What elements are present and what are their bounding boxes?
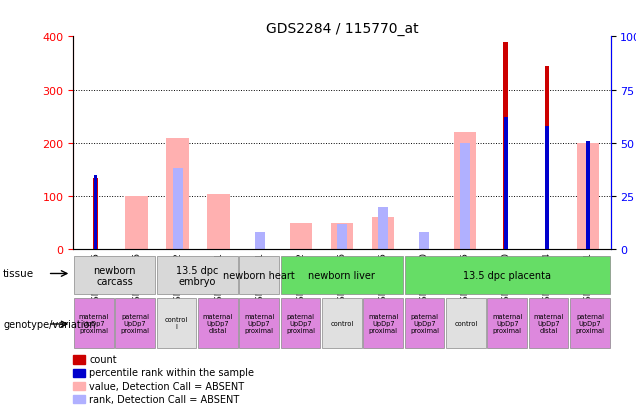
Bar bbox=[239, 257, 279, 294]
Text: paternal
UpDp7
proximal: paternal UpDp7 proximal bbox=[410, 313, 439, 333]
Text: genotype/variation: genotype/variation bbox=[3, 319, 96, 329]
Bar bbox=[404, 298, 445, 348]
Text: newborn
carcass: newborn carcass bbox=[93, 265, 135, 287]
Bar bbox=[254, 233, 265, 250]
Text: maternal
UpDp7
distal: maternal UpDp7 distal bbox=[534, 313, 563, 333]
Bar bbox=[331, 223, 353, 250]
Bar bbox=[73, 356, 85, 364]
Bar bbox=[544, 66, 550, 250]
Text: newborn heart: newborn heart bbox=[223, 271, 295, 281]
Bar bbox=[453, 133, 476, 250]
Text: paternal
UpDp7
proximal: paternal UpDp7 proximal bbox=[286, 313, 315, 333]
Bar bbox=[74, 257, 155, 294]
Bar bbox=[504, 118, 508, 250]
Bar bbox=[504, 43, 508, 250]
Bar bbox=[125, 197, 148, 250]
Text: count: count bbox=[89, 354, 116, 364]
Bar bbox=[487, 298, 527, 348]
Bar bbox=[371, 218, 394, 250]
Text: maternal
UpDp7
proximal: maternal UpDp7 proximal bbox=[492, 313, 522, 333]
Bar bbox=[577, 144, 599, 250]
Bar bbox=[207, 194, 230, 250]
Text: value, Detection Call = ABSENT: value, Detection Call = ABSENT bbox=[89, 381, 244, 391]
Bar bbox=[446, 298, 486, 348]
Bar bbox=[156, 298, 197, 348]
Text: rank, Detection Call = ABSENT: rank, Detection Call = ABSENT bbox=[89, 394, 239, 404]
Bar bbox=[336, 224, 347, 250]
Text: maternal
UpDp7
proximal: maternal UpDp7 proximal bbox=[79, 313, 109, 333]
Bar bbox=[570, 298, 610, 348]
Text: maternal
UpDp7
proximal: maternal UpDp7 proximal bbox=[244, 313, 274, 333]
Text: newborn liver: newborn liver bbox=[308, 271, 375, 281]
Bar bbox=[545, 126, 549, 250]
Text: paternal
UpDp7
proximal: paternal UpDp7 proximal bbox=[576, 313, 604, 333]
Text: control: control bbox=[330, 320, 354, 326]
Bar bbox=[73, 382, 85, 390]
Text: 13.5 dpc
embryo: 13.5 dpc embryo bbox=[176, 265, 218, 287]
Bar bbox=[74, 298, 114, 348]
Bar bbox=[73, 369, 85, 377]
Bar bbox=[167, 138, 189, 250]
Bar bbox=[529, 298, 569, 348]
Text: maternal
UpDp7
distal: maternal UpDp7 distal bbox=[203, 313, 233, 333]
Bar bbox=[404, 257, 610, 294]
Bar bbox=[280, 257, 403, 294]
Bar bbox=[378, 207, 388, 250]
Bar bbox=[172, 169, 183, 250]
Text: percentile rank within the sample: percentile rank within the sample bbox=[89, 368, 254, 377]
Bar bbox=[73, 395, 85, 404]
Bar bbox=[418, 233, 429, 250]
Text: paternal
UpDp7
proximal: paternal UpDp7 proximal bbox=[121, 313, 149, 333]
Bar bbox=[156, 257, 238, 294]
Text: control
l: control l bbox=[165, 317, 188, 330]
Text: maternal
UpDp7
proximal: maternal UpDp7 proximal bbox=[368, 313, 398, 333]
Bar bbox=[94, 176, 97, 250]
Bar bbox=[93, 178, 98, 250]
Title: GDS2284 / 115770_at: GDS2284 / 115770_at bbox=[266, 22, 418, 36]
Bar bbox=[198, 298, 238, 348]
Text: tissue: tissue bbox=[3, 269, 34, 279]
Bar bbox=[363, 298, 403, 348]
Bar bbox=[289, 223, 312, 250]
Bar bbox=[460, 144, 470, 250]
Bar bbox=[280, 298, 321, 348]
Bar bbox=[586, 141, 590, 250]
Bar bbox=[322, 298, 362, 348]
Bar bbox=[115, 298, 155, 348]
Text: 13.5 dpc placenta: 13.5 dpc placenta bbox=[463, 271, 551, 281]
Text: control: control bbox=[454, 320, 478, 326]
Bar bbox=[239, 298, 279, 348]
